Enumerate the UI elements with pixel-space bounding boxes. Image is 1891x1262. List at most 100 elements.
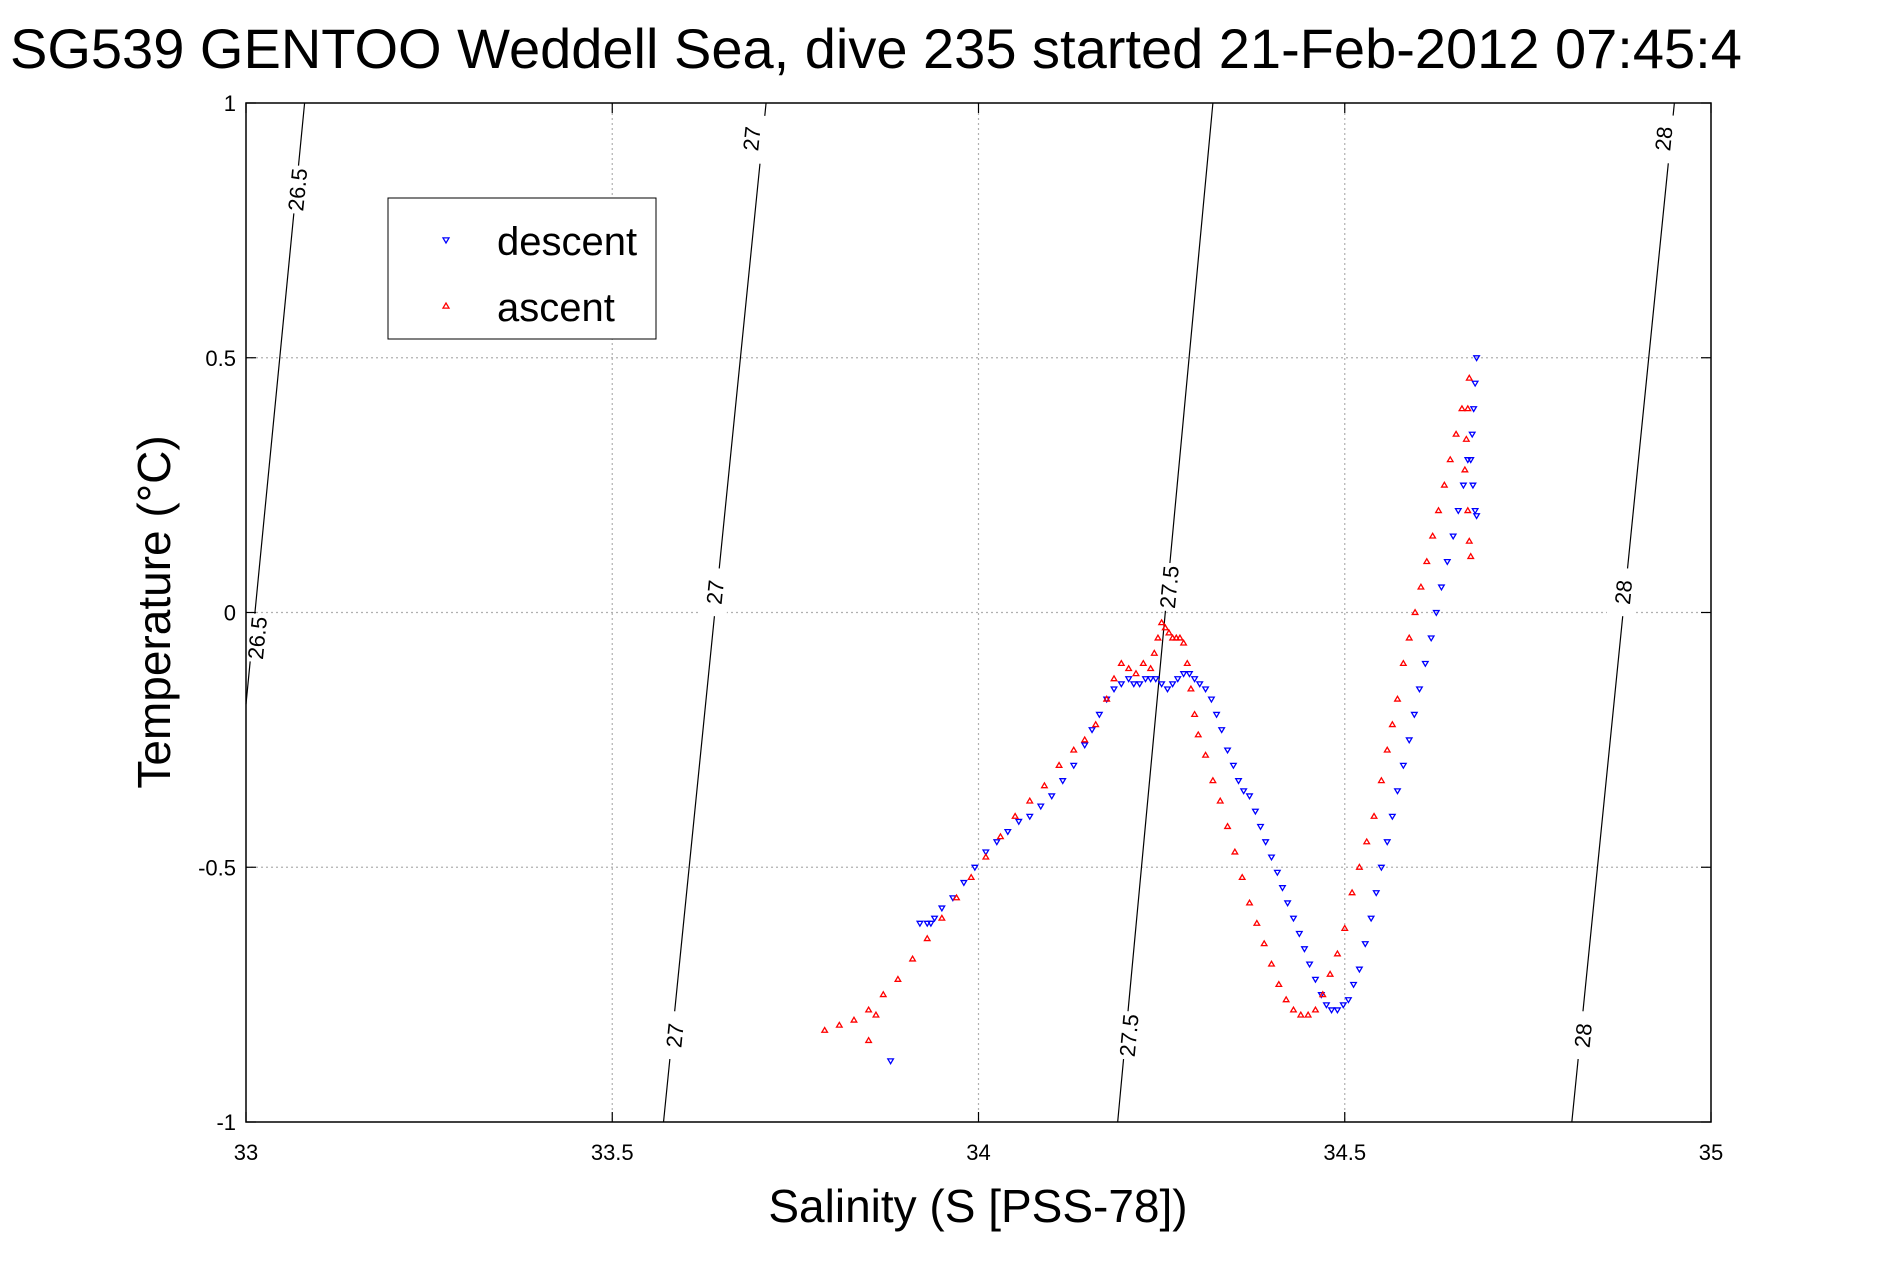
data-point <box>1183 659 1192 667</box>
data-point <box>1157 618 1166 626</box>
data-point <box>1201 751 1210 758</box>
data-point <box>1472 513 1481 520</box>
data-point <box>1452 430 1461 437</box>
density-contours: 26.5 26.5 27 27 27 27.5 27.5 28 28 28 <box>240 102 1680 1123</box>
data-point <box>1463 404 1472 412</box>
data-point <box>1245 898 1254 906</box>
data-point <box>1234 778 1243 785</box>
x-tick-label: 33 <box>234 1140 258 1165</box>
x-axis-label: Salinity (S [PSS-78]) <box>768 1180 1187 1232</box>
contour-label-bg <box>1112 1010 1145 1061</box>
data-point <box>1289 915 1298 923</box>
data-point <box>1095 711 1104 719</box>
data-point <box>1283 900 1292 907</box>
data-point <box>1393 788 1402 795</box>
data-point <box>1179 671 1188 678</box>
data-point <box>1370 812 1378 819</box>
data-point <box>1295 930 1304 938</box>
data-point <box>923 920 932 928</box>
data-point <box>1069 762 1078 770</box>
contour-label-bg <box>1566 1010 1600 1061</box>
data-point <box>1186 684 1195 692</box>
data-point <box>1410 711 1419 719</box>
data-point <box>1349 981 1358 989</box>
data-point <box>1282 995 1291 1003</box>
data-point <box>1129 681 1138 688</box>
data-point <box>1428 531 1437 539</box>
data-point <box>1383 745 1392 753</box>
data-point <box>1463 457 1472 464</box>
data-point <box>1157 681 1166 688</box>
data-point <box>893 975 902 982</box>
data-point <box>864 1005 873 1013</box>
data-point <box>908 954 917 962</box>
data-point <box>1355 863 1364 870</box>
data-point <box>1229 762 1238 770</box>
data-point <box>1422 557 1431 565</box>
data-point <box>1014 818 1023 826</box>
data-point <box>1238 873 1247 881</box>
data-point <box>864 1036 873 1044</box>
data-point <box>1399 659 1408 667</box>
y-axis-label: Temperature (°C) <box>128 435 180 788</box>
data-point <box>1176 633 1184 641</box>
data-point <box>1069 745 1078 753</box>
data-point <box>959 879 968 887</box>
data-point <box>1361 941 1370 948</box>
contour-label-bg <box>1152 561 1186 613</box>
data-point <box>1080 735 1089 743</box>
legend: descent ascent <box>387 197 657 340</box>
data-point <box>992 839 1001 846</box>
y-tick-label: -1 <box>216 1110 236 1135</box>
data-point <box>1289 1005 1298 1013</box>
data-point <box>1168 681 1177 688</box>
data-point <box>1327 1007 1336 1014</box>
x-tick-label: 35 <box>1699 1140 1723 1165</box>
data-point <box>1465 374 1474 381</box>
data-point <box>1172 633 1181 641</box>
data-point <box>1465 537 1474 544</box>
data-point <box>1055 761 1064 768</box>
data-point <box>981 849 990 857</box>
data-point <box>835 1021 844 1028</box>
data-point <box>1179 638 1188 646</box>
contour-label-bg <box>281 164 314 215</box>
data-point <box>1434 506 1443 514</box>
data-point <box>1168 633 1177 641</box>
legend-marker <box>441 301 451 309</box>
data-point <box>1124 664 1133 672</box>
data-point <box>1333 949 1342 957</box>
data-point <box>1311 1005 1320 1013</box>
data-point <box>1355 966 1364 974</box>
data-point <box>1141 676 1150 683</box>
data-point <box>1274 980 1283 988</box>
data-point <box>1468 431 1477 439</box>
grid <box>246 103 1711 1122</box>
data-point <box>937 914 946 921</box>
data-point <box>1317 992 1326 999</box>
data-point <box>1322 1002 1331 1009</box>
data-point <box>1449 533 1458 541</box>
data-point <box>1208 776 1217 784</box>
data-point <box>1040 781 1049 789</box>
x-tick-label: 34.5 <box>1323 1140 1366 1165</box>
data-point <box>1459 482 1468 490</box>
data-point <box>1377 776 1386 784</box>
data-point <box>850 1016 858 1023</box>
data-point <box>1463 506 1472 514</box>
data-point <box>996 832 1005 840</box>
data-point <box>1110 686 1118 694</box>
data-point <box>1239 788 1248 795</box>
data-point <box>1460 465 1469 473</box>
contour-label: 27 <box>661 1022 688 1049</box>
data-point <box>1245 793 1254 801</box>
data-point <box>1405 633 1414 641</box>
data-point <box>1421 660 1430 668</box>
data-point <box>886 1058 895 1065</box>
data-point <box>1273 869 1282 877</box>
contour-label: 28 <box>1610 579 1637 606</box>
data-point <box>1163 686 1172 694</box>
data-point <box>926 920 935 928</box>
data-point <box>1217 727 1226 734</box>
